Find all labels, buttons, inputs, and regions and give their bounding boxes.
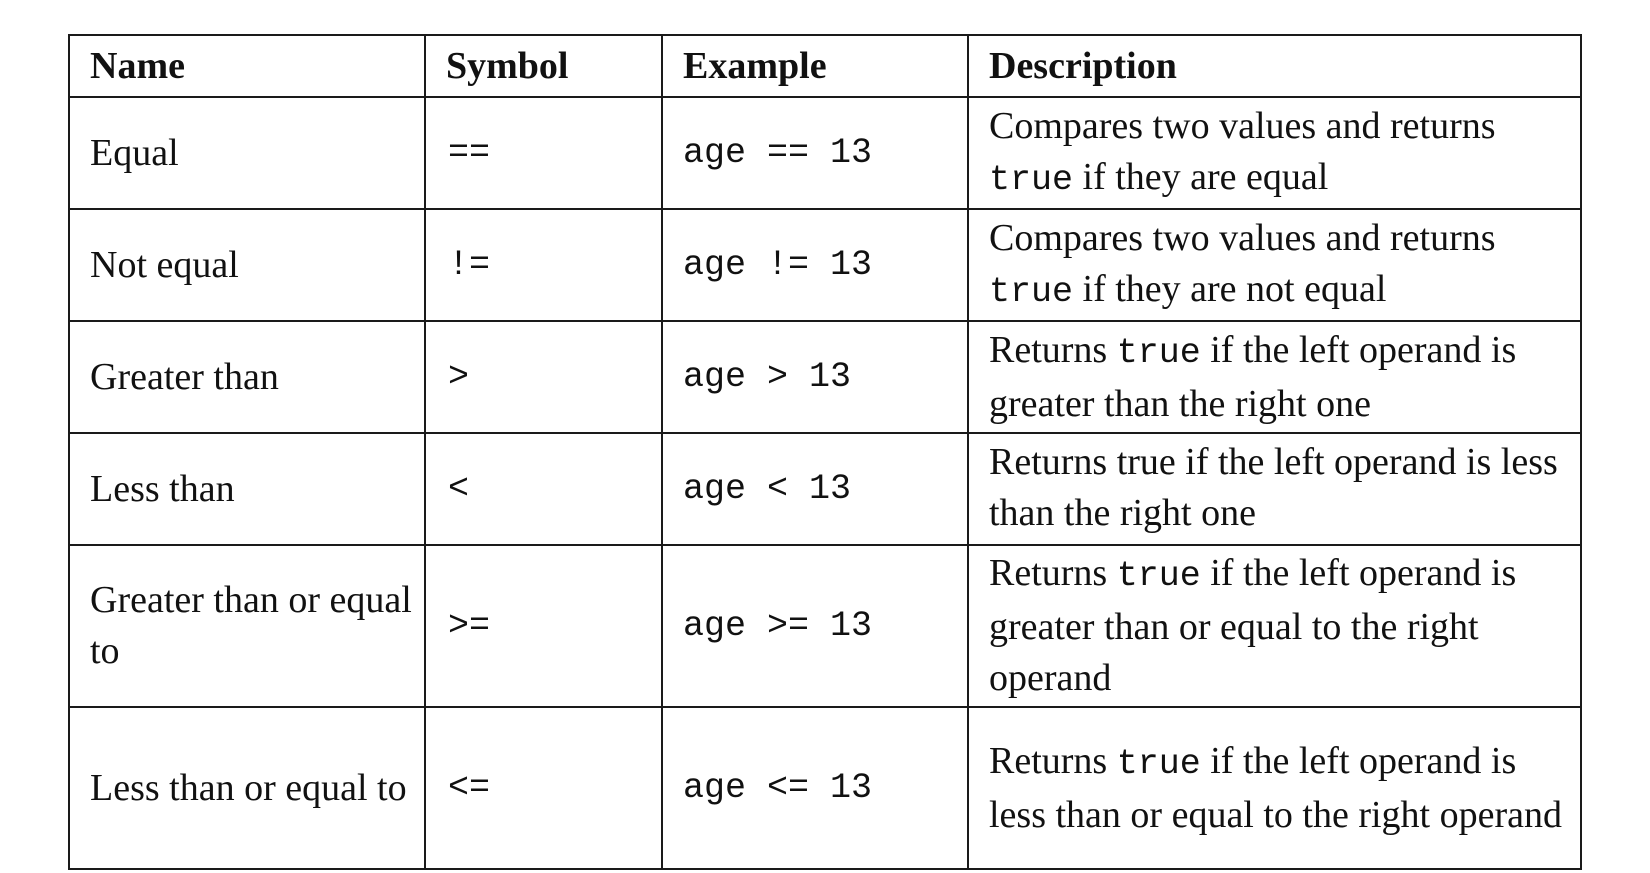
- operator-description: Returns true if the left operand is less…: [967, 706, 1582, 870]
- description-text: if the left operand is less than or equa…: [989, 739, 1563, 836]
- operator-example: age == 13: [661, 96, 969, 210]
- operator-example: age != 13: [661, 208, 969, 322]
- description-text: if the left operand is greater than or e…: [989, 552, 1517, 699]
- description-code: true: [989, 271, 1074, 312]
- description-text: Compares two values and returns: [989, 216, 1496, 259]
- operator-name: Equal: [68, 96, 426, 210]
- header-description: Description: [967, 34, 1582, 98]
- operators-table-container: Name Symbol Example Description Equal ==…: [68, 34, 1582, 870]
- operator-description: Returns true if the left operand is grea…: [967, 544, 1582, 708]
- header-example: Example: [661, 34, 969, 98]
- description-code: true: [1116, 743, 1201, 784]
- table-row: Greater than > age > 13 Returns true if …: [68, 320, 1582, 434]
- description-text: Returns true if the left operand is less…: [989, 440, 1558, 534]
- operator-example: age < 13: [661, 432, 969, 546]
- operator-example: age > 13: [661, 320, 969, 434]
- operator-example: age <= 13: [661, 706, 969, 870]
- operator-symbol: ==: [424, 96, 663, 210]
- operator-name: Greater than: [68, 320, 426, 434]
- description-text: if the left operand is greater than the …: [989, 328, 1517, 425]
- operator-name: Less than or equal to: [68, 706, 426, 870]
- operator-description: Compares two values and returns true if …: [967, 208, 1582, 322]
- table-row: Not equal != age != 13 Compares two valu…: [68, 208, 1582, 322]
- table-row: Equal == age == 13 Compares two values a…: [68, 96, 1582, 210]
- operator-description: Compares two values and returns true if …: [967, 96, 1582, 210]
- description-text: Returns: [989, 328, 1117, 371]
- description-text: Returns: [989, 739, 1117, 782]
- header-symbol: Symbol: [424, 34, 663, 98]
- description-text: if they are not equal: [1073, 267, 1387, 310]
- operator-name: Not equal: [68, 208, 426, 322]
- description-text: Returns: [989, 552, 1117, 594]
- operator-description: Returns true if the left operand is grea…: [967, 320, 1582, 434]
- operator-symbol: <=: [424, 706, 663, 870]
- operator-example: age >= 13: [661, 544, 969, 708]
- operator-description: Returns true if the left operand is less…: [967, 432, 1582, 546]
- operator-symbol: >: [424, 320, 663, 434]
- table-header-row: Name Symbol Example Description: [68, 34, 1582, 98]
- operator-symbol: !=: [424, 208, 663, 322]
- operator-name: Less than: [68, 432, 426, 546]
- table-row: Less than < age < 13 Returns true if the…: [68, 432, 1582, 546]
- description-code: true: [1116, 332, 1201, 373]
- table-row: Less than or equal to <= age <= 13 Retur…: [68, 706, 1582, 870]
- comparison-operators-table: Name Symbol Example Description Equal ==…: [68, 34, 1582, 870]
- operator-symbol: >=: [424, 544, 663, 708]
- table-row: Greater than or equal to >= age >= 13 Re…: [68, 544, 1582, 708]
- description-text: if they are equal: [1073, 155, 1329, 198]
- description-code: true: [989, 159, 1074, 200]
- description-text: Compares two values and returns: [989, 104, 1496, 147]
- operator-name: Greater than or equal to: [68, 544, 426, 708]
- header-name: Name: [68, 34, 426, 98]
- operator-symbol: <: [424, 432, 663, 546]
- description-code: true: [1116, 556, 1201, 596]
